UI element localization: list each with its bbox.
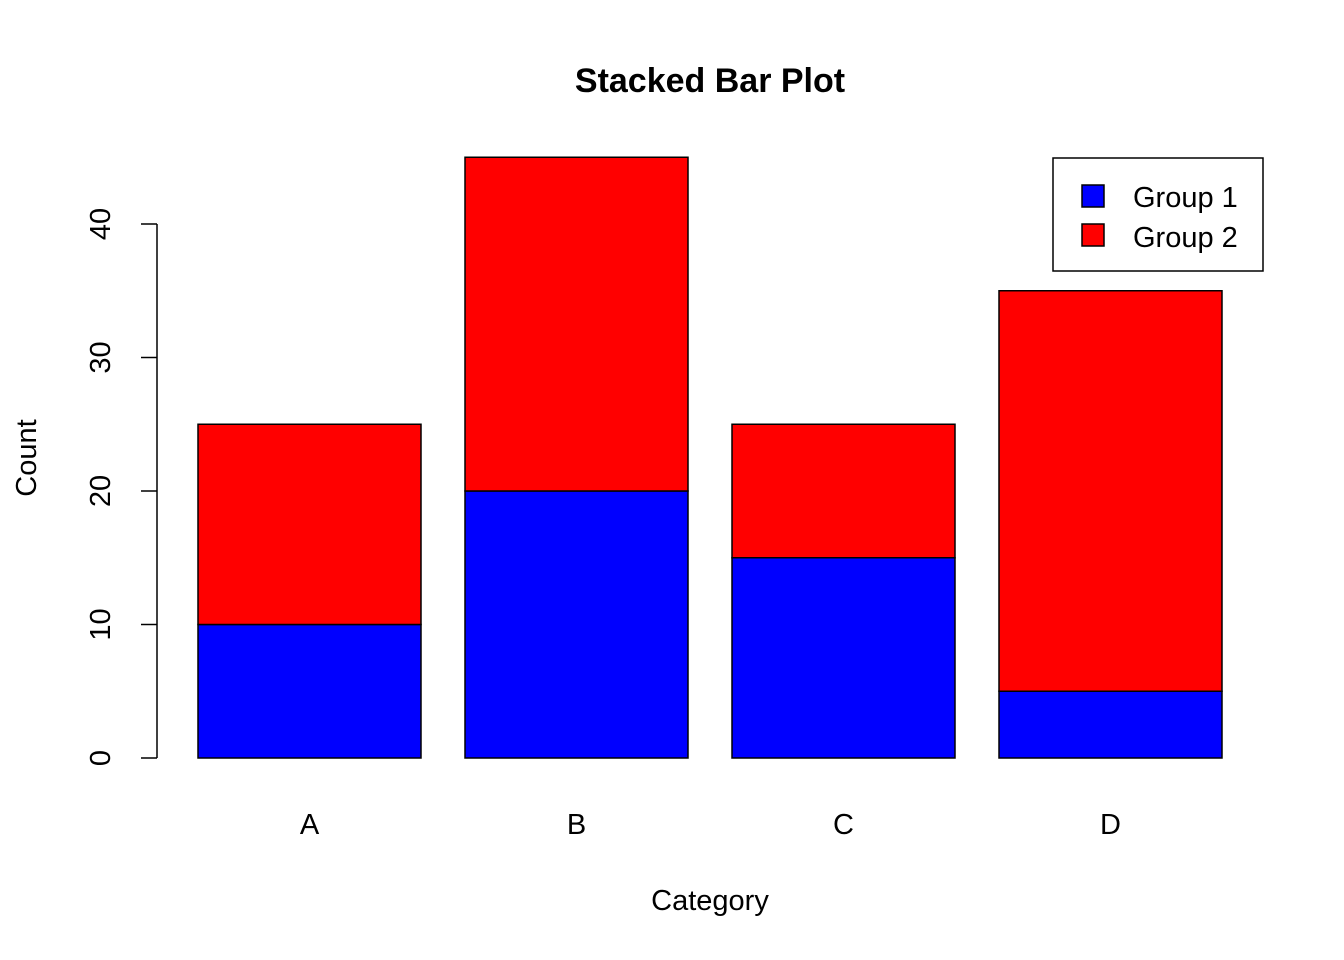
bar-a-series-1 [197,623,422,759]
legend-box [1052,157,1264,272]
chart-title: Stacked Bar Plot [575,62,845,100]
bar-b-series-1 [464,490,689,759]
bar-d-series-2 [998,290,1223,692]
y-axis-label: Count [11,419,43,496]
legend: Group 1 Group 2 [1052,157,1264,272]
bar-a-series-2 [197,423,422,626]
bars-group [197,156,1223,759]
y-tick-label-40: 40 [85,208,117,240]
legend-swatch-group-2 [1081,223,1105,247]
bar-d-series-1 [998,690,1223,759]
y-tick-label-0: 0 [85,750,117,766]
y-tick-label-10: 10 [85,608,117,640]
y-tick-label-30: 30 [85,341,117,373]
x-tick-label-c: C [833,809,854,841]
bar-b-series-2 [464,156,689,492]
legend-swatch-group-1 [1081,184,1105,208]
x-tick-label-a: A [300,809,320,841]
legend-label-group-2: Group 2 [1133,222,1238,254]
legend-label-group-1: Group 1 [1133,182,1238,214]
x-tick-labels: A B C D [300,809,1121,841]
y-axis: 0 10 20 30 40 [85,208,158,766]
x-tick-label-d: D [1100,809,1121,841]
y-tick-label-20: 20 [85,475,117,507]
x-axis-label: Category [651,885,769,917]
bar-c-series-1 [731,557,956,759]
bar-c-series-2 [731,423,956,559]
x-tick-label-b: B [567,809,586,841]
